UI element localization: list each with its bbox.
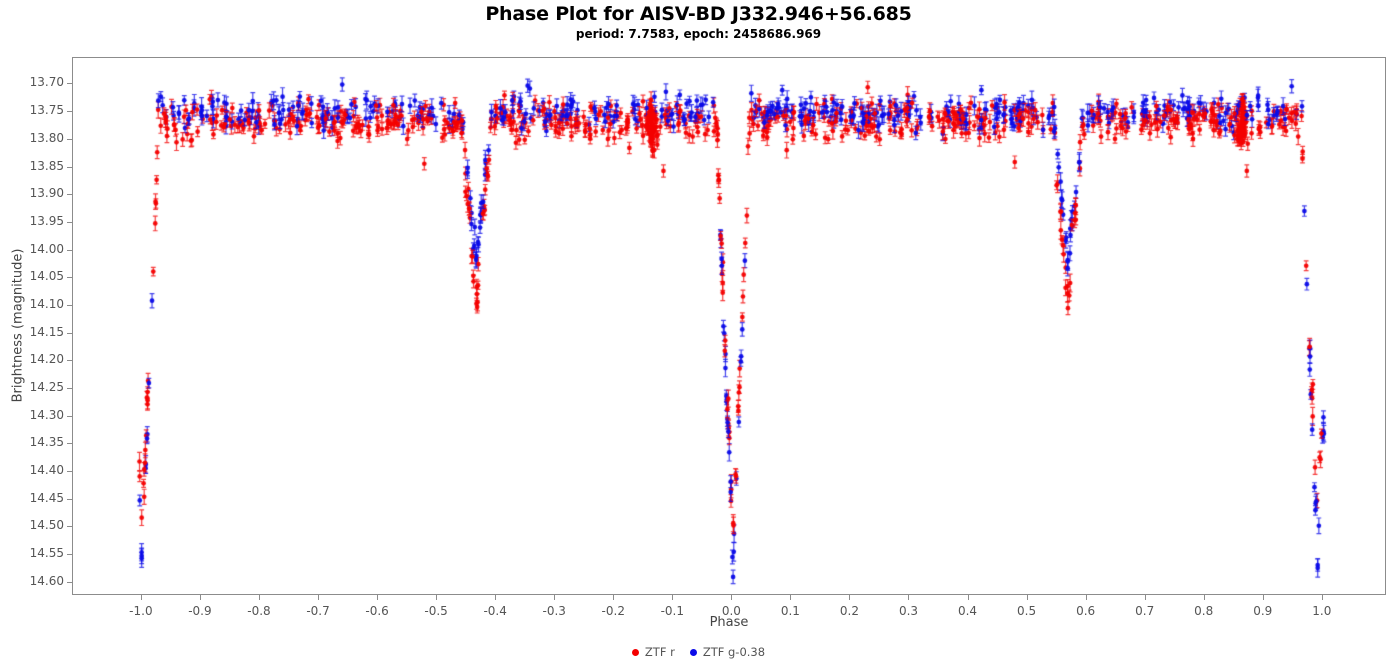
- y-tick: [67, 498, 72, 500]
- chart-subtitle: period: 7.7583, epoch: 2458686.969: [575, 27, 822, 41]
- y-tick-label: 14.25: [29, 380, 64, 395]
- y-tick: [67, 138, 72, 140]
- x-tick-label: -0.7: [306, 604, 330, 618]
- x-tick: [1262, 595, 1264, 600]
- x-tick: [613, 595, 615, 600]
- x-tick-label: 0.9: [1253, 604, 1273, 618]
- y-tick: [67, 111, 72, 113]
- x-tick: [140, 595, 142, 600]
- x-tick-label: 0.7: [1135, 604, 1155, 618]
- y-tick: [67, 415, 72, 417]
- x-tick: [436, 595, 438, 600]
- y-tick-label: 14.40: [29, 463, 64, 478]
- legend-label-ztf-r: ZTF r: [644, 645, 675, 659]
- x-tick-label: 0.8: [1194, 604, 1214, 618]
- y-tick-label: 14.60: [29, 573, 64, 588]
- x-tick: [967, 595, 969, 600]
- legend-item-ztf-r: ZTF r: [631, 645, 675, 659]
- x-axis-label: Phase: [709, 615, 749, 630]
- y-tick: [67, 526, 72, 528]
- x-tick-label: 0.5: [1017, 604, 1037, 618]
- x-tick: [1144, 595, 1146, 600]
- y-tick-label: 13.70: [29, 75, 64, 90]
- chart-title: Phase Plot for AISV-BD J332.946+56.685: [485, 3, 912, 25]
- legend-label-ztf-g: ZTF g-0.38: [702, 645, 766, 659]
- y-tick-label: 14.35: [29, 435, 64, 450]
- y-tick: [67, 277, 72, 279]
- x-tick: [849, 595, 851, 600]
- y-tick-label: 14.10: [29, 296, 64, 311]
- y-tick: [67, 581, 72, 583]
- y-tick: [67, 332, 72, 334]
- y-tick-label: 13.95: [29, 213, 64, 228]
- x-tick: [318, 595, 320, 600]
- x-tick: [1085, 595, 1087, 600]
- y-tick-label: 14.50: [29, 518, 64, 533]
- x-tick: [672, 595, 674, 600]
- x-tick-label: 1.0: [1312, 604, 1332, 618]
- y-tick: [67, 221, 72, 223]
- y-tick-label: 14.00: [29, 241, 64, 256]
- x-tick: [1321, 595, 1323, 600]
- x-tick: [377, 595, 379, 600]
- x-tick: [1203, 595, 1205, 600]
- y-tick-label: 14.05: [29, 269, 64, 284]
- legend-item-ztf-g: ZTF g-0.38: [689, 645, 766, 659]
- y-tick-label: 13.90: [29, 186, 64, 201]
- y-tick: [67, 304, 72, 306]
- y-tick-label: 14.20: [29, 352, 64, 367]
- y-tick-label: 14.45: [29, 490, 64, 505]
- x-tick-label: 0.0: [721, 604, 741, 618]
- y-tick-label: 14.55: [29, 546, 64, 561]
- y-tick: [67, 249, 72, 251]
- y-tick: [67, 388, 72, 390]
- x-tick-label: -0.4: [483, 604, 507, 618]
- x-tick-label: 0.6: [1076, 604, 1096, 618]
- y-tick: [67, 360, 72, 362]
- x-tick: [199, 595, 201, 600]
- x-tick: [790, 595, 792, 600]
- x-tick-label: -0.5: [424, 604, 448, 618]
- y-tick: [67, 471, 72, 473]
- y-tick: [67, 443, 72, 445]
- x-tick-label: -0.3: [542, 604, 566, 618]
- legend-dot-ztf-r-icon: [631, 648, 639, 656]
- x-tick-label: 0.4: [957, 604, 978, 618]
- x-tick-label: 0.1: [780, 604, 800, 618]
- scatter-canvas: [73, 58, 1385, 594]
- y-tick-label: 14.30: [29, 407, 64, 422]
- y-tick: [67, 554, 72, 556]
- y-tick-label: 13.85: [29, 158, 64, 173]
- y-tick: [67, 166, 72, 168]
- x-tick-label: -0.2: [601, 604, 625, 618]
- legend: ZTF r ZTF g-0.38: [0, 645, 1397, 659]
- y-tick-label: 13.75: [29, 103, 64, 118]
- x-tick-label: -0.9: [188, 604, 212, 618]
- x-tick: [731, 595, 733, 600]
- legend-dot-ztf-g-icon: [689, 648, 697, 656]
- x-tick-label: -0.6: [365, 604, 389, 618]
- x-tick: [554, 595, 556, 600]
- x-tick-label: 0.3: [898, 604, 919, 618]
- y-tick: [67, 194, 72, 196]
- x-tick: [908, 595, 910, 600]
- x-tick-label: -1.0: [129, 604, 153, 618]
- x-tick-label: -0.8: [247, 604, 271, 618]
- x-tick: [495, 595, 497, 600]
- x-tick-label: 0.2: [839, 604, 859, 618]
- y-tick-label: 14.15: [29, 324, 64, 339]
- plot-area: [72, 57, 1386, 595]
- x-tick-label: -0.1: [660, 604, 685, 618]
- y-tick: [67, 83, 72, 85]
- y-tick-label: 13.80: [29, 130, 64, 145]
- x-tick: [1026, 595, 1028, 600]
- x-tick: [258, 595, 260, 600]
